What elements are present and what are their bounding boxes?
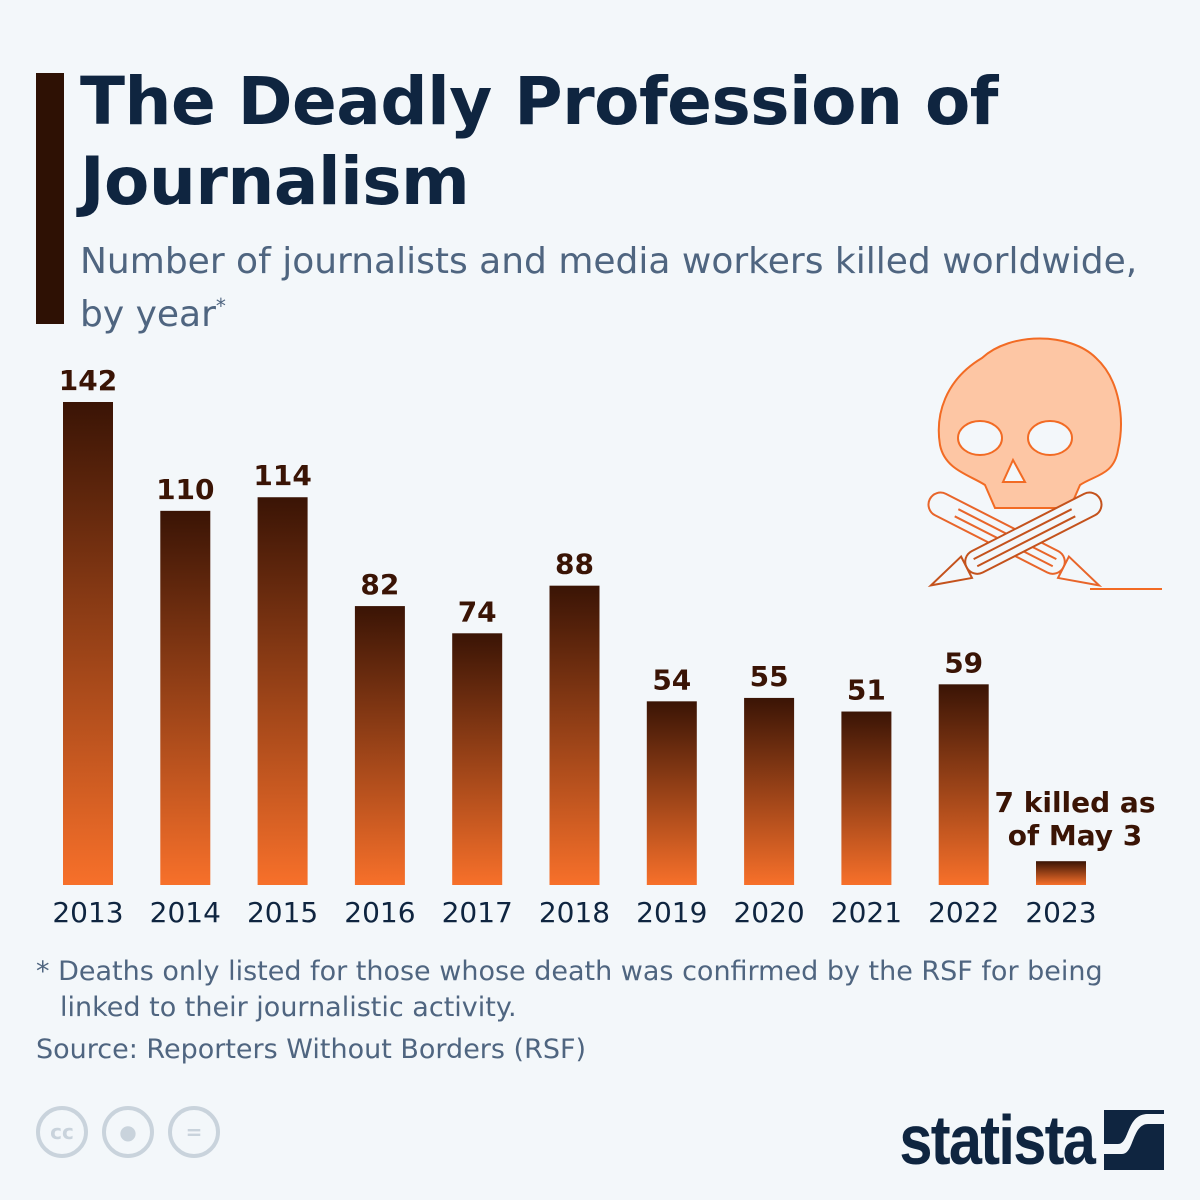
attribution-icon[interactable]: ● xyxy=(102,1106,154,1158)
data-label: 114 xyxy=(253,459,311,492)
data-label: 54 xyxy=(652,663,691,696)
bar-2023 xyxy=(1036,861,1086,885)
bar-2021 xyxy=(841,711,892,885)
data-label: 82 xyxy=(360,568,399,601)
footnote: * Deaths only listed for those whose dea… xyxy=(36,956,1103,1023)
bar-2016 xyxy=(354,606,405,885)
x-tick-label: 2023 xyxy=(1025,896,1096,929)
x-tick-label: 2018 xyxy=(539,896,610,929)
x-tick-label: 2019 xyxy=(636,896,707,929)
data-label: 110 xyxy=(156,473,214,506)
title-accent-bar xyxy=(36,73,64,324)
bar-2019 xyxy=(646,701,697,885)
data-label: 88 xyxy=(555,548,594,581)
data-label: 74 xyxy=(458,595,497,628)
data-label: 51 xyxy=(847,674,886,707)
statista-wordmark: statista xyxy=(899,1101,1095,1179)
cc-icon[interactable]: cc xyxy=(36,1106,88,1158)
data-label: 142 xyxy=(59,364,117,397)
bar-2018 xyxy=(549,585,600,885)
bar-2015 xyxy=(257,497,308,885)
x-tick-label: 2013 xyxy=(52,896,123,929)
chart-title: The Deadly Profession of Journalism xyxy=(80,63,999,220)
bar-2014 xyxy=(160,510,211,885)
x-tick-label: 2017 xyxy=(442,896,513,929)
x-tick-label: 2022 xyxy=(928,896,999,929)
statista-logo[interactable]: statista xyxy=(865,1100,1164,1180)
no-derivatives-icon[interactable]: = xyxy=(168,1106,220,1158)
annotation-2023: of May 3 xyxy=(1008,819,1143,852)
bar-2020 xyxy=(744,697,795,885)
bar-2017 xyxy=(452,633,503,885)
data-label: 55 xyxy=(750,660,789,693)
x-tick-label: 2014 xyxy=(150,896,221,929)
bar-2013 xyxy=(63,402,113,885)
chart-subtitle: Number of journalists and media workers … xyxy=(80,241,1138,335)
bar-2022 xyxy=(938,684,989,885)
statista-logo-icon xyxy=(1104,1110,1164,1170)
x-tick-label: 2021 xyxy=(831,896,902,929)
skull-crossed-pencils-icon xyxy=(927,337,1162,590)
x-tick-label: 2020 xyxy=(733,896,804,929)
data-label: 59 xyxy=(944,646,983,679)
x-tick-label: 2016 xyxy=(344,896,415,929)
license-icons: cc ● = xyxy=(36,1106,220,1158)
annotation-2023: 7 killed as xyxy=(995,786,1156,819)
x-tick-label: 2015 xyxy=(247,896,318,929)
source: Source: Reporters Without Borders (RSF) xyxy=(36,1034,587,1065)
